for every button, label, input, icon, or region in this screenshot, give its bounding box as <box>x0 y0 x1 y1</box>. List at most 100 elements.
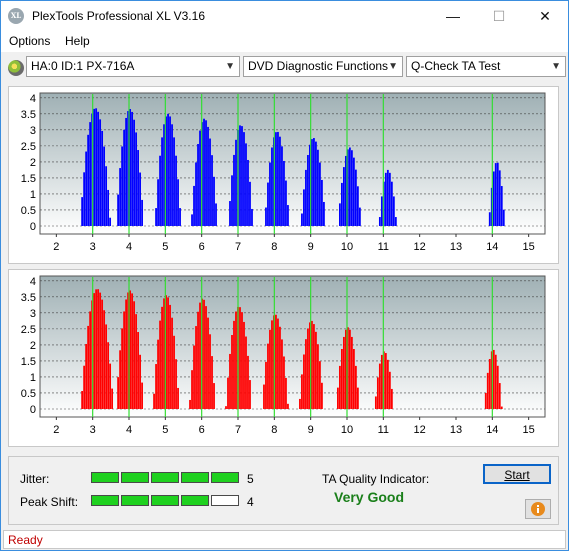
data-bar <box>275 132 277 226</box>
y-tick-label: 2 <box>30 157 36 169</box>
data-bar <box>177 179 179 226</box>
data-bar <box>87 325 90 409</box>
data-bar <box>157 339 159 409</box>
data-bar <box>107 189 110 226</box>
data-bar <box>235 139 237 226</box>
menu-options[interactable]: Options <box>9 34 51 48</box>
data-bar <box>309 322 311 409</box>
data-bar <box>496 162 499 226</box>
plot-area <box>39 92 546 235</box>
data-bar <box>394 217 397 226</box>
app-logo-icon: XL <box>8 8 24 24</box>
data-bar <box>498 383 501 409</box>
data-bar <box>269 162 271 226</box>
data-bar <box>209 138 211 226</box>
data-bar <box>346 327 349 409</box>
start-button-label: Start <box>504 468 530 482</box>
data-bar <box>213 383 215 409</box>
jitter-label: Jitter: <box>20 472 50 486</box>
data-bar <box>301 213 303 226</box>
chevron-down-icon[interactable]: ▼ <box>225 61 235 72</box>
data-bar <box>101 299 104 409</box>
data-bar <box>243 321 245 409</box>
data-bar <box>496 365 499 409</box>
maximize-icon[interactable]: ☐ <box>492 8 506 24</box>
function-select[interactable]: DVD Diagnostic Functions ▼ <box>243 56 403 77</box>
data-bar <box>311 320 313 409</box>
data-bar <box>384 172 387 226</box>
data-bar <box>239 307 241 409</box>
data-bar <box>249 380 251 409</box>
data-bar <box>378 217 381 226</box>
menu-help[interactable]: Help <box>65 34 90 48</box>
data-bar <box>279 326 281 409</box>
data-bar <box>352 348 355 409</box>
data-bar <box>249 181 251 226</box>
meter-segment <box>121 472 149 483</box>
data-bar <box>500 186 503 226</box>
minimize-icon[interactable]: — <box>446 8 460 24</box>
data-bar <box>203 299 205 409</box>
chevron-down-icon[interactable]: ▼ <box>388 61 398 72</box>
data-bar <box>245 143 247 226</box>
y-tick-label: 0.5 <box>21 205 36 217</box>
test-select[interactable]: Q-Check TA Test ▼ <box>406 56 566 77</box>
data-bar <box>207 317 209 409</box>
info-button[interactable] <box>525 499 551 519</box>
data-bar <box>380 196 383 226</box>
start-button[interactable]: Start <box>483 464 551 484</box>
data-bar <box>494 354 497 409</box>
data-bar <box>117 377 120 409</box>
data-bar <box>89 311 92 409</box>
close-icon[interactable]: ✕ <box>539 8 551 24</box>
drive-select[interactable]: HA:0 ID:1 PX-716A ▼ <box>26 56 240 77</box>
data-bar <box>203 118 205 226</box>
data-bar <box>492 349 495 409</box>
data-bar <box>352 157 355 226</box>
data-bar <box>205 306 207 409</box>
data-bar <box>199 130 201 226</box>
data-bar <box>173 335 175 409</box>
window-title: PlexTools Professional XL V3.16 <box>32 9 205 23</box>
data-bar <box>197 144 199 226</box>
x-tick-label: 14 <box>486 424 498 436</box>
data-bar <box>99 292 102 409</box>
data-bar <box>131 293 133 409</box>
data-bar <box>303 189 305 226</box>
data-bar <box>321 179 323 226</box>
data-bar <box>85 344 88 409</box>
title-bar[interactable]: XL PlexTools Professional XL V3.16 — ☐ ✕ <box>1 1 568 31</box>
data-bar <box>97 289 100 409</box>
data-bar <box>169 304 171 409</box>
data-bar <box>265 361 267 409</box>
data-bar <box>486 372 489 409</box>
meter-segment <box>91 495 119 506</box>
data-bar <box>95 289 98 409</box>
chevron-down-icon[interactable]: ▼ <box>551 61 561 72</box>
data-bar <box>285 377 287 409</box>
jitter-chart: 4 3.5 3 2.5 2 1.5 1 0.5 0 2 3 4 5 6 7 8 9 10 11 12 13 14 15 <box>21 92 546 253</box>
data-bar <box>315 141 317 226</box>
data-bar <box>199 302 201 409</box>
x-tick-label: 6 <box>199 424 205 436</box>
data-bar <box>281 146 283 226</box>
results-panel: Jitter: 5 Peak Shift: 4 TA Quality Indic… <box>8 456 559 525</box>
data-bar <box>165 116 167 226</box>
data-bar <box>386 169 389 226</box>
x-tick-label: 10 <box>341 241 353 253</box>
data-bar <box>267 182 269 226</box>
data-bar <box>229 201 231 226</box>
y-tick-label: 4 <box>30 93 36 105</box>
x-tick-label: 8 <box>271 424 277 436</box>
data-bar <box>307 328 309 409</box>
data-bar <box>171 124 173 226</box>
drive-disc-icon <box>8 60 24 76</box>
data-bar <box>211 155 213 226</box>
y-tick-label: 1 <box>30 372 36 384</box>
data-bar <box>167 113 169 226</box>
data-bar <box>245 336 247 409</box>
data-bar <box>161 306 163 409</box>
data-bar <box>392 196 395 226</box>
data-bar <box>502 209 505 226</box>
x-tick-label: 15 <box>523 241 535 253</box>
